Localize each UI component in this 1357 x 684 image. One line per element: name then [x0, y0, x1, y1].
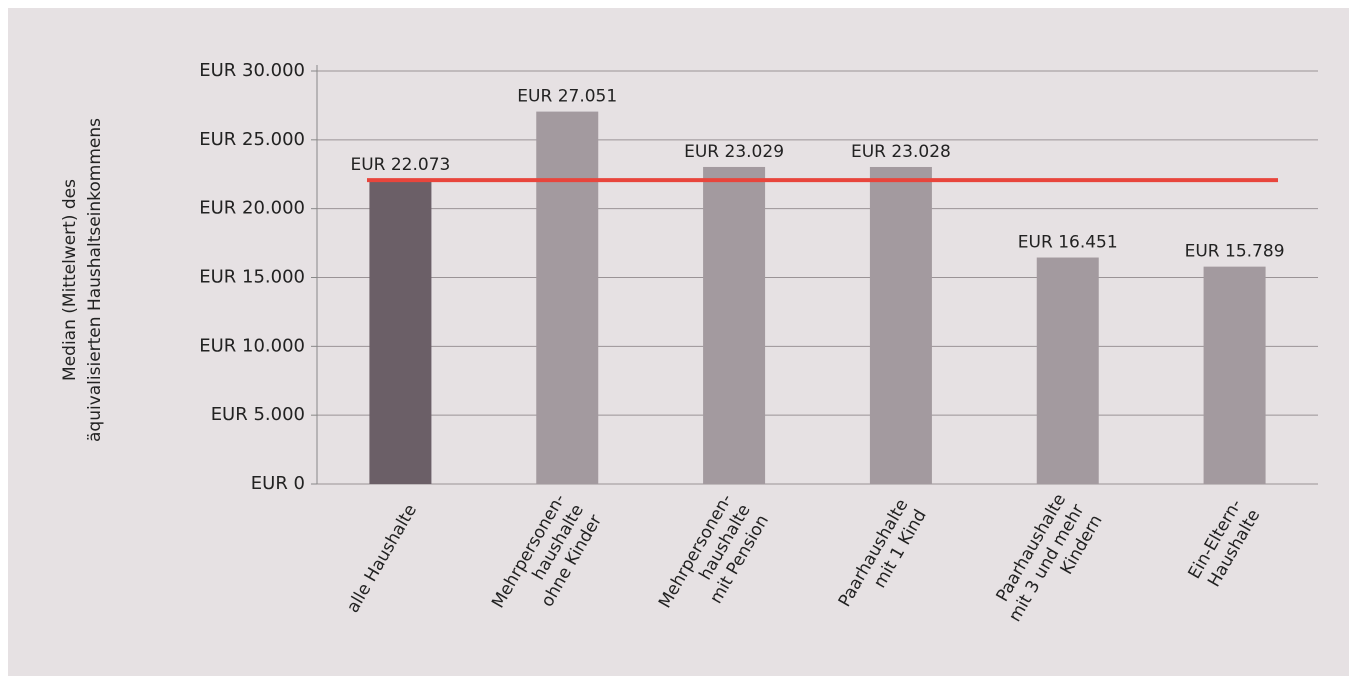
y-tick-label: EUR 0	[251, 473, 305, 494]
bar	[536, 111, 599, 484]
y-tick-label: EUR 10.000	[199, 335, 305, 356]
y-tick-label: EUR 20.000	[199, 198, 305, 219]
bar	[369, 180, 432, 485]
y-axis-title: äquivalisierten Haushaltseinkommens	[85, 118, 105, 442]
bar	[1203, 266, 1266, 484]
y-tick-label: EUR 30.000	[199, 60, 305, 81]
value-label: EUR 16.451	[1018, 233, 1118, 253]
y-tick-label: EUR 5.000	[211, 404, 305, 425]
y-axis-title: Median (Mittelwert) des	[60, 179, 80, 381]
value-label: EUR 22.073	[350, 155, 450, 175]
bar	[869, 166, 932, 484]
value-label: EUR 23.029	[684, 142, 784, 162]
bar	[703, 166, 766, 484]
bar	[1036, 257, 1099, 484]
value-label: EUR 23.028	[851, 142, 951, 162]
value-label: EUR 27.051	[517, 87, 617, 107]
y-tick-label: EUR 25.000	[199, 129, 305, 150]
background	[8, 8, 1349, 676]
y-tick-label: EUR 15.000	[199, 267, 305, 288]
value-label: EUR 15.789	[1185, 242, 1285, 262]
